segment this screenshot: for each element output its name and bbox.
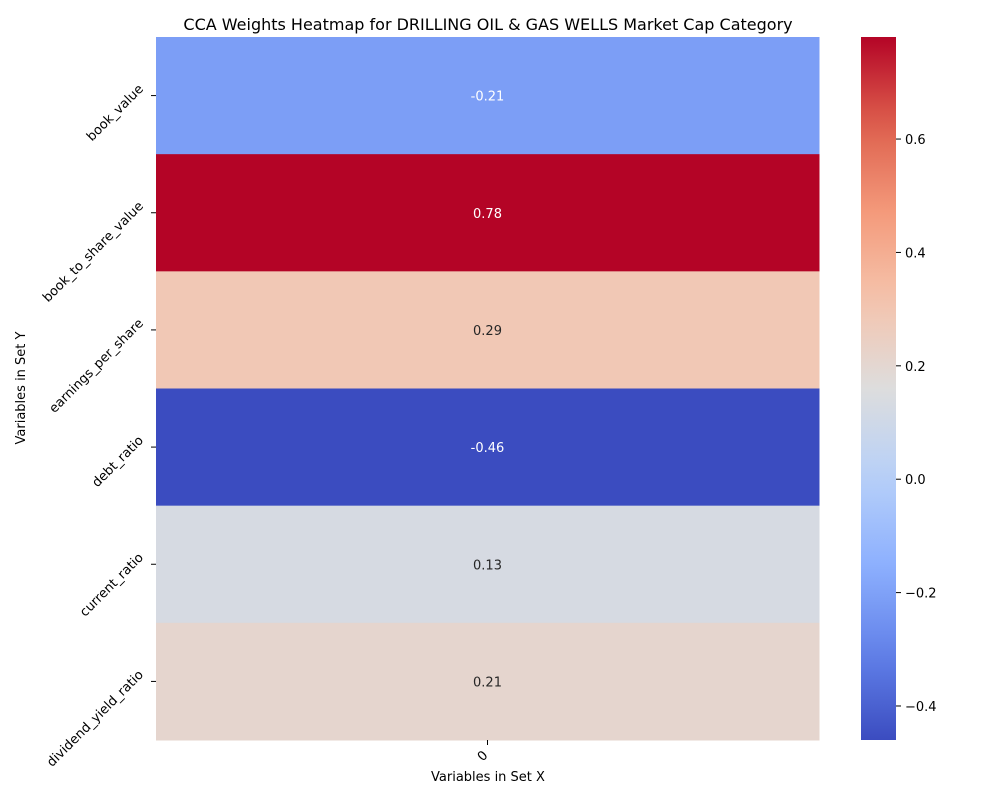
cell-value-label: 0.78 (473, 207, 502, 222)
heatmap-cell (156, 154, 820, 272)
y-tick-label: earnings_per_share (47, 316, 147, 416)
heatmap-cell (156, 622, 820, 741)
colorbar-ticks: −0.4 −0.2 0.0 0.2 0.4 0.6 (896, 133, 937, 715)
cell-value-label: 0.21 (473, 675, 502, 690)
x-tick-label: 0 (475, 748, 491, 764)
heatmap-cell (156, 271, 820, 389)
cell-value-label: 0.29 (473, 324, 502, 339)
colorbar-tick-label: −0.2 (905, 587, 937, 602)
heatmap-cell (156, 388, 820, 507)
colorbar (861, 37, 896, 740)
cell-value-label: -0.46 (471, 441, 505, 456)
y-tick-label: dividend_yield_ratio (44, 668, 147, 771)
colorbar-tick-label: 0.0 (905, 473, 926, 488)
cell-value-label: -0.21 (471, 90, 505, 105)
heatmap-cells: -0.21 0.78 0.29 -0.46 0.13 0.21 (156, 37, 820, 741)
y-axis-label: Variables in Set Y (14, 331, 29, 444)
colorbar-tick-label: −0.4 (905, 700, 937, 715)
chart-title: CCA Weights Heatmap for DRILLING OIL & G… (183, 15, 792, 34)
y-tick-label: book_to_share_value (40, 199, 147, 306)
y-tick-label: current_ratio (77, 550, 147, 620)
y-tick-label: book_value (84, 82, 147, 145)
colorbar-tick-label: 0.6 (905, 133, 926, 148)
colorbar-tick-label: 0.2 (905, 360, 926, 375)
x-axis-ticks: 0 (475, 740, 491, 765)
x-axis-label: Variables in Set X (431, 770, 545, 785)
colorbar-tick-label: 0.4 (905, 246, 926, 261)
y-tick-label: debt_ratio (89, 433, 146, 490)
heatmap-cell (156, 37, 820, 155)
y-axis-ticks: book_value book_to_share_valueearnings_pe… (40, 82, 156, 770)
cell-value-label: 0.13 (473, 558, 502, 573)
heatmap-cell (156, 505, 820, 624)
